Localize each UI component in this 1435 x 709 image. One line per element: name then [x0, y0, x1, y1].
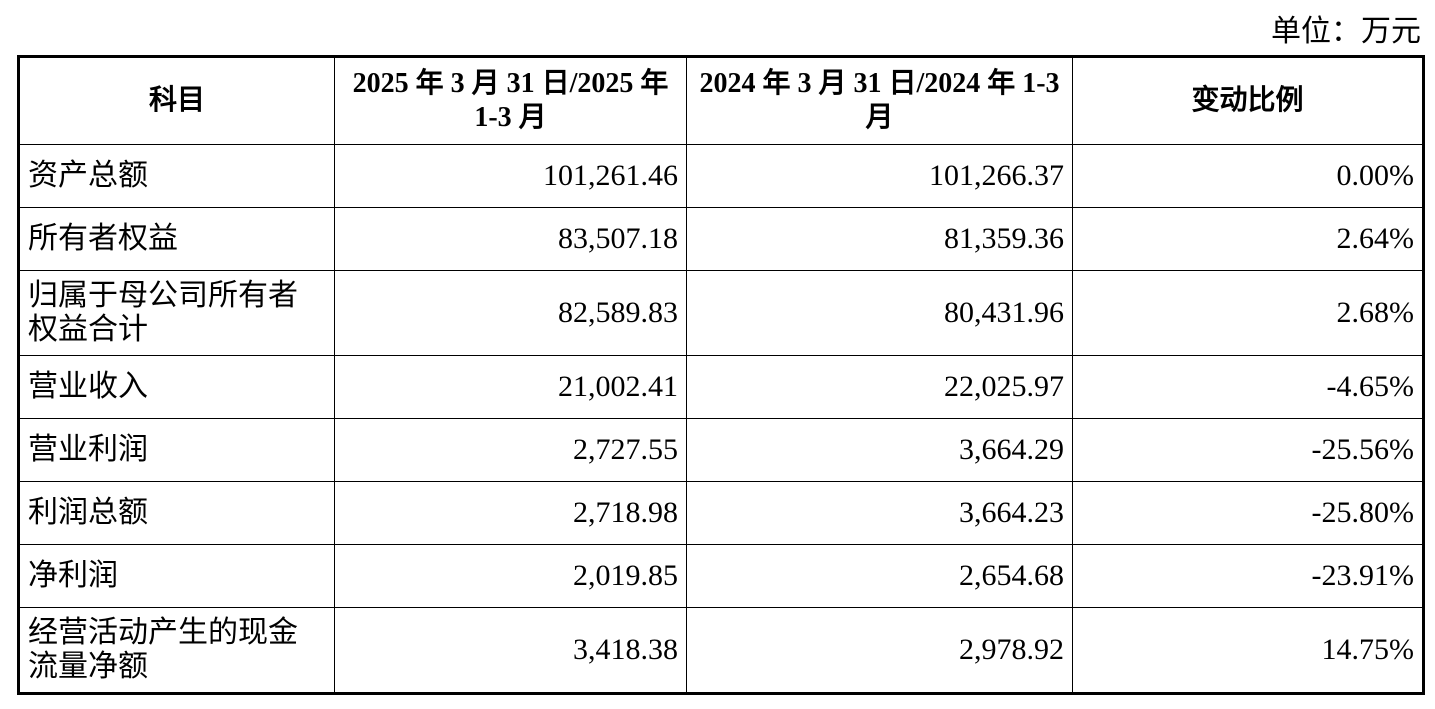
- value-cell: -23.91%: [1072, 544, 1424, 608]
- row-label: 资产总额: [18, 144, 335, 208]
- value-cell: -25.80%: [1072, 481, 1424, 545]
- data-table: 科目 2025 年 3 月 31 日/2025 年 1-3 月 2024 年 3 月…: [17, 55, 1425, 695]
- row-label: 利润总额: [18, 481, 335, 545]
- table-row: 经营活动产生的现金流量净额 3,418.38 2,978.92 14.75%: [18, 607, 1424, 694]
- value-cell: 3,418.38: [334, 607, 687, 694]
- value-cell: 2.68%: [1072, 270, 1424, 356]
- value-cell: 101,266.37: [686, 144, 1073, 208]
- table-row: 营业收入 21,002.41 22,025.97 -4.65%: [18, 355, 1424, 419]
- row-label: 所有者权益: [18, 207, 335, 271]
- table-row: 资产总额 101,261.46 101,266.37 0.00%: [18, 144, 1424, 208]
- row-label: 营业利润: [18, 418, 335, 482]
- value-cell: -4.65%: [1072, 355, 1424, 419]
- value-cell: 14.75%: [1072, 607, 1424, 694]
- header-cell: 2024 年 3 月 31 日/2024 年 1-3 月: [686, 56, 1073, 145]
- table-row: 利润总额 2,718.98 3,664.23 -25.80%: [18, 481, 1424, 545]
- value-cell: 2,727.55: [334, 418, 687, 482]
- table-row: 净利润 2,019.85 2,654.68 -23.91%: [18, 544, 1424, 608]
- value-cell: 2.64%: [1072, 207, 1424, 271]
- unit-label: 单位：万元: [1271, 15, 1421, 48]
- value-cell: 82,589.83: [334, 270, 687, 356]
- table-row: 归属于母公司所有者权益合计 82,589.83 80,431.96 2.68%: [18, 270, 1424, 356]
- value-cell: 80,431.96: [686, 270, 1073, 356]
- value-cell: 21,002.41: [334, 355, 687, 419]
- row-label: 营业收入: [18, 355, 335, 419]
- value-cell: 2,978.92: [686, 607, 1073, 694]
- row-label: 净利润: [18, 544, 335, 608]
- value-cell: 81,359.36: [686, 207, 1073, 271]
- value-cell: 22,025.97: [686, 355, 1073, 419]
- value-cell: -25.56%: [1072, 418, 1424, 482]
- row-label: 归属于母公司所有者权益合计: [18, 270, 335, 356]
- value-cell: 83,507.18: [334, 207, 687, 271]
- value-cell: 3,664.23: [686, 481, 1073, 545]
- value-cell: 101,261.46: [334, 144, 687, 208]
- value-cell: 2,718.98: [334, 481, 687, 545]
- value-cell: 2,019.85: [334, 544, 687, 608]
- table-row: 营业利润 2,727.55 3,664.29 -25.56%: [18, 418, 1424, 482]
- table-row: 所有者权益 83,507.18 81,359.36 2.64%: [18, 207, 1424, 271]
- header-cell: 变动比例: [1072, 56, 1424, 145]
- table-body: 资产总额 101,261.46 101,266.37 0.00% 所有者权益 83,507…: [18, 144, 1424, 694]
- value-cell: 0.00%: [1072, 144, 1424, 208]
- value-cell: 2,654.68: [686, 544, 1073, 608]
- header-cell: 2025 年 3 月 31 日/2025 年 1-3 月: [334, 56, 687, 145]
- header-cell: 科目: [18, 56, 335, 145]
- header-row: 科目 2025 年 3 月 31 日/2025 年 1-3 月 2024 年 3 月…: [18, 56, 1424, 145]
- value-cell: 3,664.29: [686, 418, 1073, 482]
- row-label: 经营活动产生的现金流量净额: [18, 607, 335, 694]
